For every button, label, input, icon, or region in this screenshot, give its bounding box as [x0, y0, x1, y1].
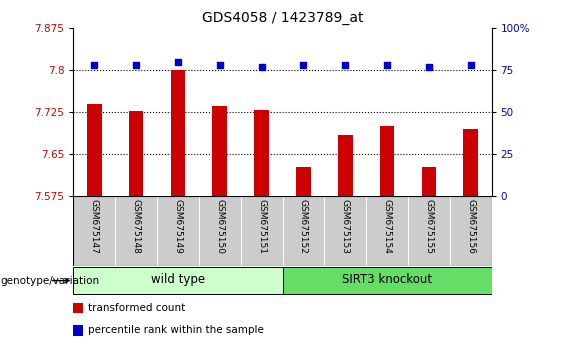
Point — [299, 63, 308, 68]
Point — [132, 63, 141, 68]
Point — [215, 63, 224, 68]
Text: GSM675149: GSM675149 — [173, 199, 182, 253]
Text: GSM675154: GSM675154 — [383, 199, 392, 253]
Text: percentile rank within the sample: percentile rank within the sample — [88, 325, 264, 335]
Point — [466, 63, 475, 68]
Text: GSM675147: GSM675147 — [90, 199, 99, 253]
Bar — [380, 126, 394, 196]
Text: SIRT3 knockout: SIRT3 knockout — [342, 273, 432, 286]
Point — [90, 63, 99, 68]
Point — [257, 64, 266, 70]
Bar — [254, 110, 269, 196]
Text: GSM675152: GSM675152 — [299, 199, 308, 253]
Bar — [129, 111, 144, 196]
Text: genotype/variation: genotype/variation — [0, 275, 99, 286]
FancyBboxPatch shape — [282, 267, 492, 294]
Text: GSM675148: GSM675148 — [132, 199, 141, 253]
Point — [173, 59, 182, 65]
Bar — [212, 106, 227, 196]
Bar — [296, 167, 311, 196]
Text: GSM675150: GSM675150 — [215, 199, 224, 253]
Point — [383, 63, 392, 68]
Title: GDS4058 / 1423789_at: GDS4058 / 1423789_at — [202, 11, 363, 24]
Point — [424, 64, 433, 70]
Bar — [73, 325, 83, 336]
Point — [341, 63, 350, 68]
Bar — [73, 303, 83, 313]
Bar — [338, 135, 353, 196]
Text: GSM675156: GSM675156 — [466, 199, 475, 253]
Bar — [421, 167, 436, 196]
Bar — [171, 70, 185, 196]
Text: GSM675153: GSM675153 — [341, 199, 350, 253]
Text: GSM675155: GSM675155 — [424, 199, 433, 253]
Text: GSM675151: GSM675151 — [257, 199, 266, 253]
Text: transformed count: transformed count — [88, 303, 185, 313]
Text: wild type: wild type — [151, 273, 205, 286]
FancyBboxPatch shape — [73, 267, 282, 294]
Bar — [87, 104, 102, 196]
Bar — [463, 129, 478, 196]
